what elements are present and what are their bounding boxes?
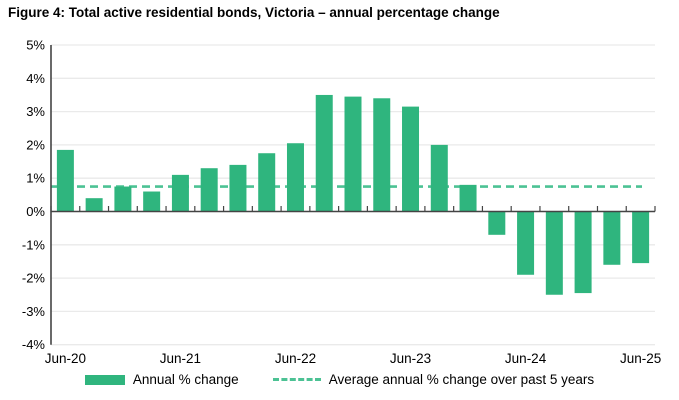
legend-item-average-line: Average annual % change over past 5 year…: [272, 372, 595, 387]
bar-Mar-24: [488, 211, 506, 235]
bar-Mar-23: [373, 98, 391, 212]
x-axis-label-Jun-21: Jun-21: [160, 351, 201, 366]
bar-Dec-24: [574, 211, 592, 294]
bar-Jun-23: [402, 106, 420, 212]
bar-Dec-20: [114, 186, 132, 212]
legend-bar-swatch-icon: [84, 374, 125, 385]
legend-average-line-label: Average annual % change over past 5 year…: [328, 372, 595, 387]
x-axis-label-Jun-25: Jun-25: [620, 351, 661, 366]
bar-Sep-22: [315, 94, 333, 212]
legend-dashed-line-icon: [272, 378, 321, 381]
bar-Mar-25: [603, 211, 621, 265]
y-axis-label--4: -4%: [22, 337, 46, 352]
bar-Sep-20: [85, 198, 103, 212]
bar-Sep-23: [430, 144, 448, 212]
y-axis-label-2: 2%: [26, 137, 45, 152]
bar-chart: 5% 4% 3% 2% 1% 0% -1% -2% -3% -4%Jun-20 Jun-21 Jun-…: [22, 38, 661, 367]
y-axis-label-0: 0%: [26, 204, 45, 219]
chart-legend: Annual % change Average annual % change …: [0, 372, 679, 387]
y-axis-label--3: -3%: [22, 304, 46, 319]
bar-Jun-22: [286, 143, 304, 212]
bar-Jun-24: [517, 211, 535, 275]
bar-Dec-21: [229, 164, 247, 212]
legend-item-annual-change: Annual % change: [84, 372, 239, 387]
y-axis-label--1: -1%: [22, 237, 46, 252]
bar-Dec-22: [344, 96, 362, 212]
y-axis-label--2: -2%: [22, 271, 46, 286]
x-axis-label-Jun-20: Jun-20: [45, 351, 86, 366]
bar-Jun-20: [56, 149, 74, 212]
y-axis-label-4: 4%: [26, 71, 45, 86]
bar-Mar-22: [258, 153, 276, 212]
x-axis-label-Jun-23: Jun-23: [390, 351, 431, 366]
bar-Sep-24: [545, 211, 563, 295]
x-axis-label-Jun-22: Jun-22: [275, 351, 316, 366]
y-axis-label-5: 5%: [26, 38, 45, 53]
bar-Jun-25: [632, 211, 650, 264]
bar-Mar-21: [143, 191, 161, 212]
y-axis-label-3: 3%: [26, 104, 45, 119]
y-axis-label-1: 1%: [26, 171, 45, 186]
figure-title: Figure 4: Total active residential bonds…: [8, 5, 500, 20]
x-axis-label-Jun-24: Jun-24: [505, 351, 547, 366]
bar-Dec-23: [459, 184, 477, 212]
bar-Sep-21: [200, 168, 218, 212]
bar-Jun-21: [171, 174, 189, 212]
legend-annual-change-label: Annual % change: [132, 372, 239, 387]
